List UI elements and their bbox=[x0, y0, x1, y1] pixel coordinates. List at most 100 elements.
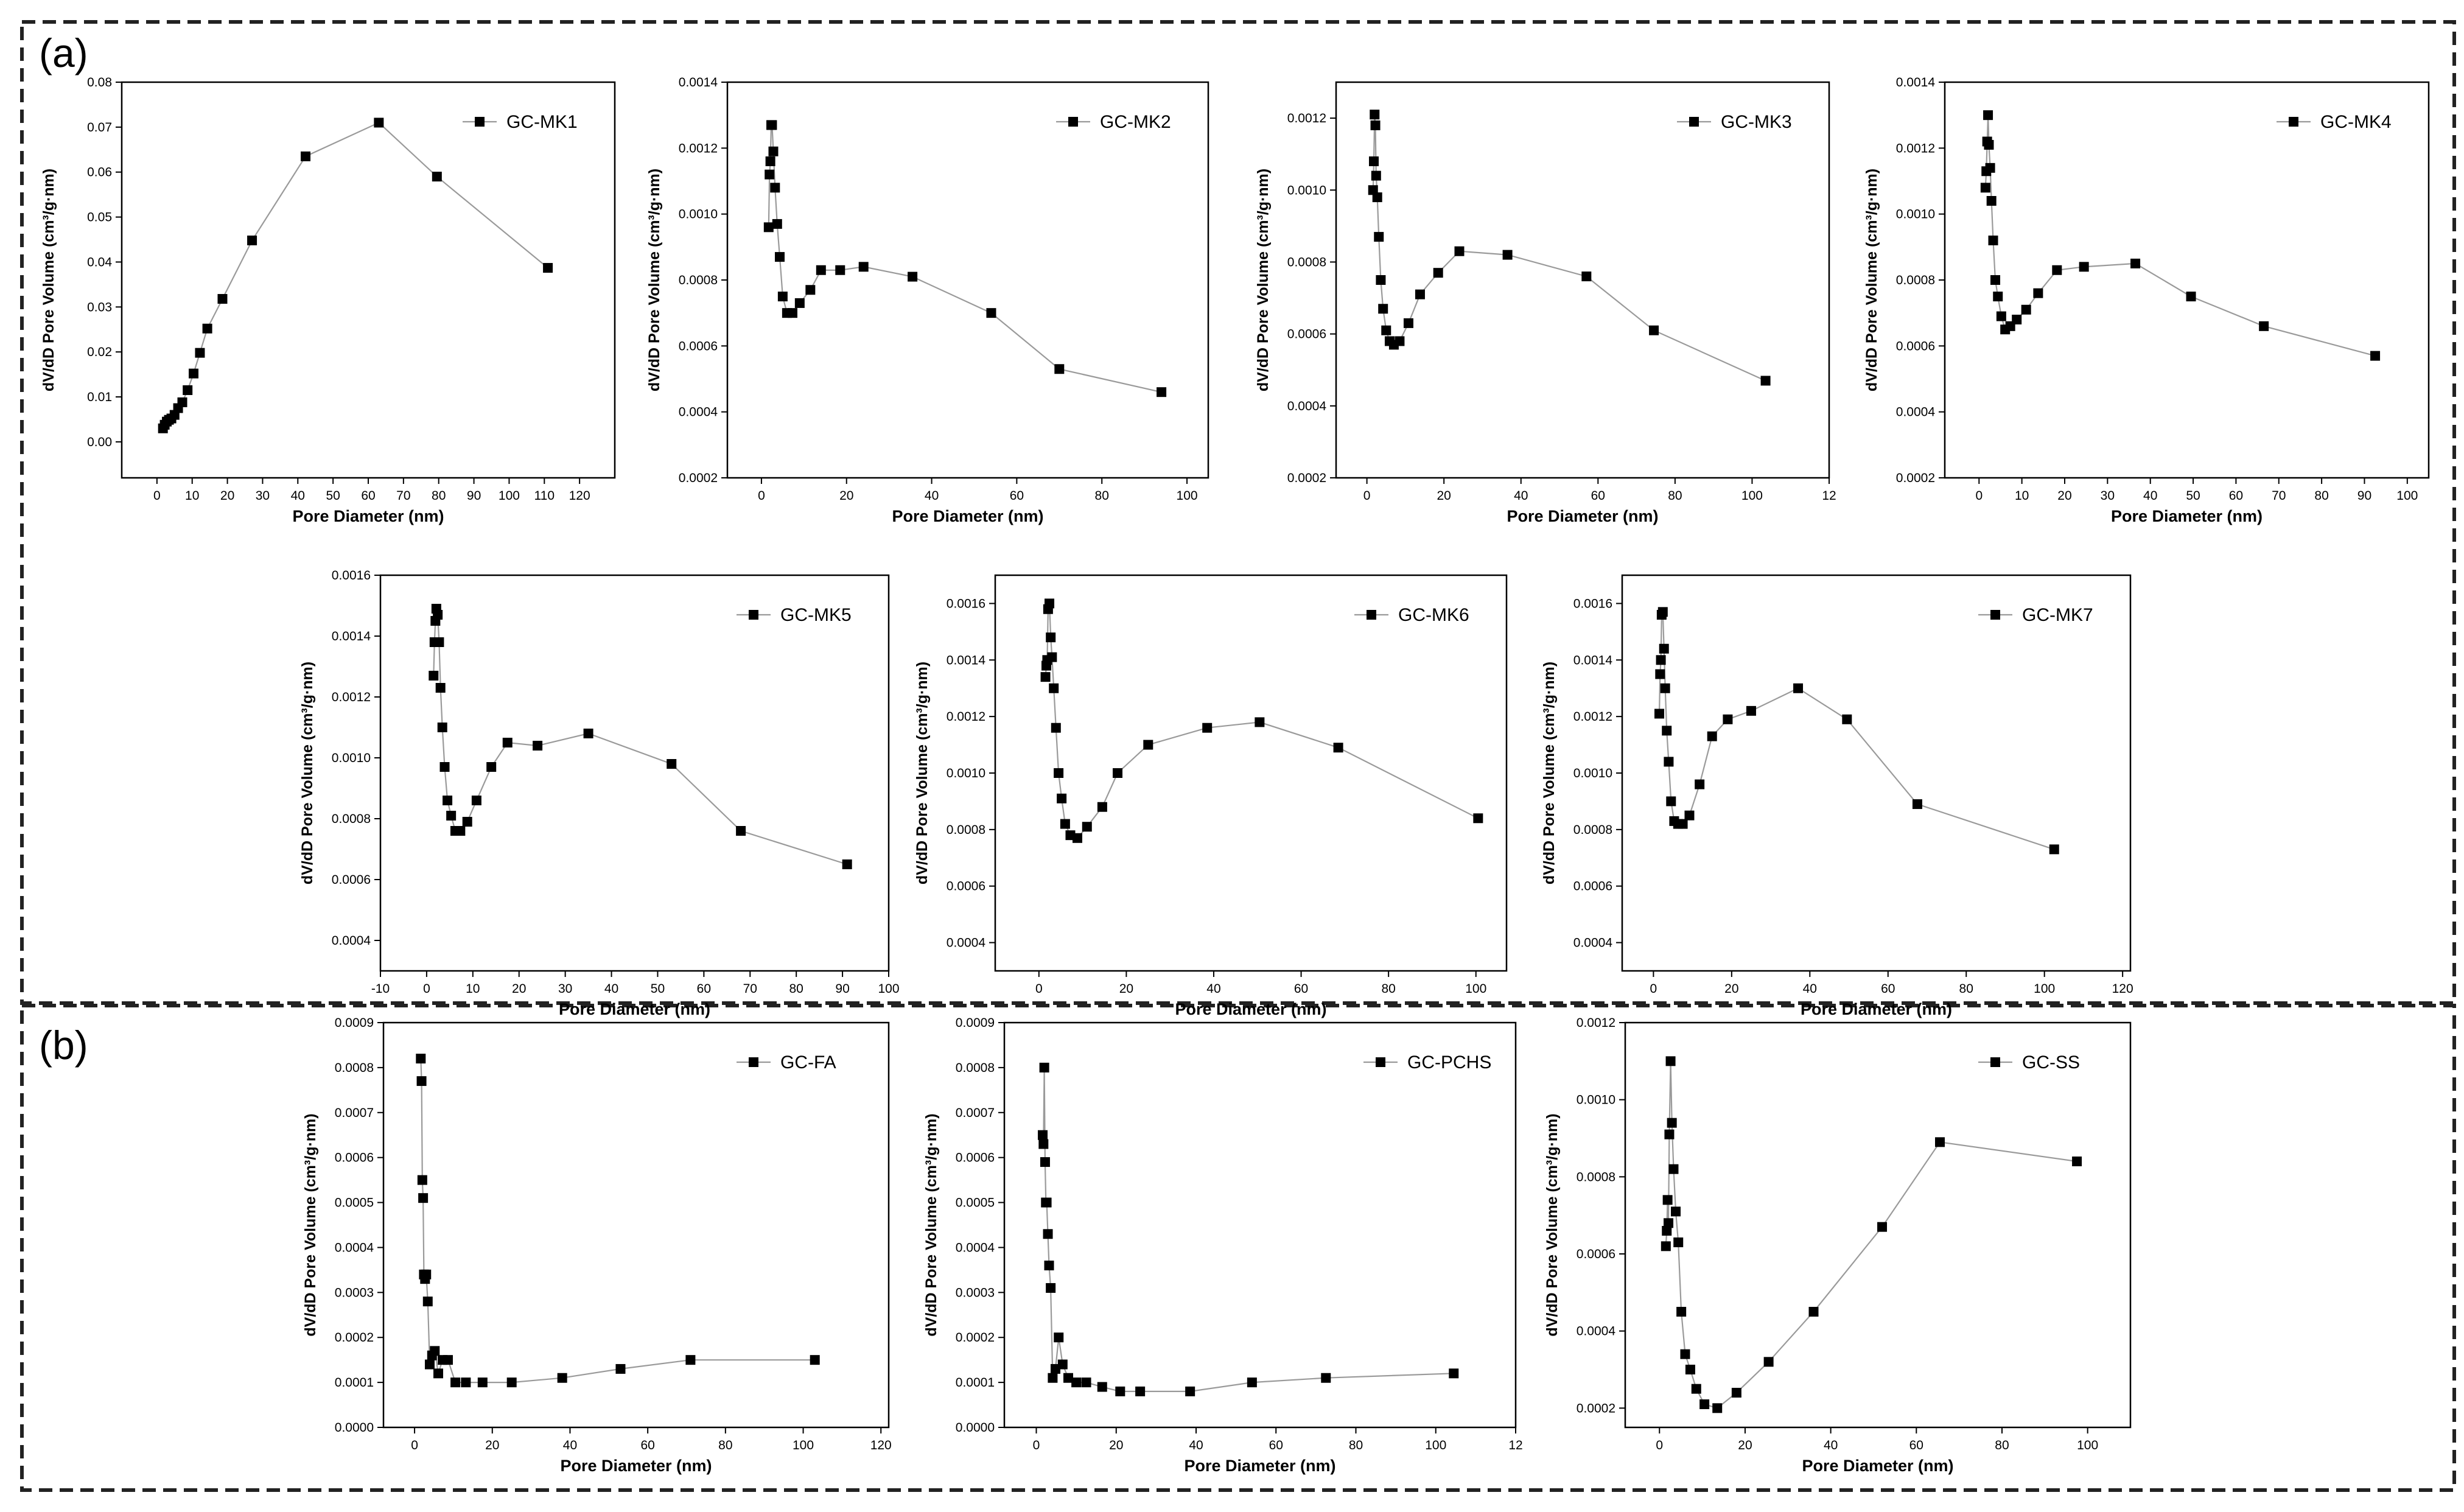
data-point-14 bbox=[1072, 833, 1082, 843]
data-point-17 bbox=[502, 738, 513, 747]
data-point-19 bbox=[1202, 723, 1213, 733]
y-tick-label: 0.0008 bbox=[332, 812, 371, 826]
data-point-11 bbox=[195, 348, 205, 358]
data-point-21 bbox=[685, 1355, 696, 1365]
y-tick-label: 0.0010 bbox=[679, 208, 718, 222]
y-tick-label: 0.05 bbox=[87, 211, 112, 225]
y-tick-label: 0.0006 bbox=[1573, 880, 1612, 894]
x-tick-label: 10 bbox=[466, 982, 480, 996]
data-point-16 bbox=[486, 762, 497, 772]
plot-frame bbox=[382, 1021, 890, 1429]
x-tick-label: 100 bbox=[2077, 1438, 2098, 1452]
chart-gc-mk6: 0 20 40 60 80 100 0.0004 0.0006 0.0008 0.0010 0.00… bbox=[914, 574, 1508, 1018]
data-point-8 bbox=[177, 397, 187, 407]
chart-gc-fa: 0 20 40 60 80 100 120 0.0000 0.0001 0.0002 0.0003 0… bbox=[302, 1016, 892, 1475]
series-line bbox=[420, 1059, 815, 1384]
chart-gc-mk7: 0 20 40 60 80 100 120 0.0004 0.0006 0.0008 0.0010 0… bbox=[1541, 574, 2133, 1018]
data-point-14 bbox=[443, 1355, 453, 1365]
data-point-16 bbox=[374, 117, 384, 128]
data-point-10 bbox=[1381, 325, 1391, 335]
data-point-9 bbox=[1664, 757, 1674, 767]
data-point-9 bbox=[1046, 1283, 1056, 1293]
y-tick-label: 0.0005 bbox=[335, 1196, 374, 1210]
y-tick-label: 0.0005 bbox=[956, 1196, 995, 1210]
legend-marker bbox=[1376, 1057, 1385, 1067]
x-tick-label: 80 bbox=[1095, 489, 1109, 503]
series-line bbox=[1658, 611, 2055, 850]
data-point-17 bbox=[1731, 1388, 1741, 1398]
y-tick-label: 0.0010 bbox=[1577, 1093, 1615, 1107]
y-tick-label: 0.0010 bbox=[1896, 208, 1935, 222]
legend-marker bbox=[2289, 117, 2298, 127]
data-point-22 bbox=[810, 1355, 820, 1365]
x-tick-label: 80 bbox=[432, 489, 446, 503]
legend-label: GC-FA bbox=[780, 1052, 836, 1073]
data-point-13 bbox=[217, 294, 228, 304]
x-tick-label: 50 bbox=[2186, 489, 2200, 503]
data-point-12 bbox=[787, 308, 797, 318]
data-point-4 bbox=[1370, 120, 1381, 130]
x-tick-label: 40 bbox=[291, 489, 305, 503]
x-tick-label: 20 bbox=[2057, 489, 2071, 503]
data-point-13 bbox=[1057, 1359, 1068, 1370]
data-point-12 bbox=[433, 1368, 444, 1379]
x-tick-label: 120 bbox=[2112, 982, 2133, 996]
data-point-22 bbox=[2049, 844, 2059, 855]
data-point-16 bbox=[1433, 268, 1443, 278]
data-point-7 bbox=[435, 683, 446, 693]
y-axis-label: dV/dD Pore Volume (cm³/g·nm) bbox=[302, 1113, 319, 1336]
x-tick-label: 80 bbox=[1349, 1438, 1363, 1452]
data-point-20 bbox=[2186, 292, 2196, 302]
x-tick-label: 20 bbox=[485, 1438, 499, 1452]
data-point-8 bbox=[1988, 236, 1998, 245]
y-tick-label: 0.04 bbox=[87, 255, 112, 269]
data-point-7 bbox=[1374, 232, 1384, 242]
x-tick-label: 40 bbox=[563, 1438, 577, 1452]
data-point-23 bbox=[1449, 1368, 1459, 1379]
y-tick-label: 0.0006 bbox=[679, 339, 718, 353]
data-point-15 bbox=[816, 265, 826, 275]
data-point-15 bbox=[2021, 304, 2031, 315]
x-tick-label: 100 bbox=[878, 982, 899, 996]
x-axis-label: Pore Diameter (nm) bbox=[559, 1000, 710, 1018]
chart-gc-mk1: 0 10 20 30 40 50 60 70 80 90 100 110 120 0.00 0.01 0.02… bbox=[40, 75, 616, 525]
x-axis-label: Pore Diameter (nm) bbox=[1801, 1000, 1952, 1018]
data-point-10 bbox=[1993, 292, 2003, 302]
y-axis-label: dV/dD Pore Volume (cm³/g·nm) bbox=[1255, 169, 1272, 391]
data-point-16 bbox=[1081, 1377, 1091, 1388]
x-tick-label: 40 bbox=[925, 489, 939, 503]
series-line bbox=[1665, 1061, 2077, 1409]
data-point-16 bbox=[2033, 288, 2043, 298]
chart-gc-ss: 0 20 40 60 80 100 0.0002 0.0004 0.0006 0.0008 0.00… bbox=[1544, 1016, 2132, 1475]
data-point-5 bbox=[1371, 170, 1381, 181]
y-tick-label: 0.0002 bbox=[1577, 1401, 1615, 1415]
x-tick-label: 0 bbox=[411, 1438, 418, 1452]
data-point-12 bbox=[1054, 1332, 1064, 1343]
data-point-12 bbox=[1060, 819, 1070, 829]
data-point-10 bbox=[777, 292, 788, 302]
x-tick-label: 90 bbox=[835, 982, 849, 996]
data-point-2 bbox=[765, 169, 775, 180]
data-point-7 bbox=[1660, 683, 1670, 693]
data-point-20 bbox=[667, 759, 677, 769]
data-point-19 bbox=[1808, 1307, 1819, 1317]
data-point-17 bbox=[1113, 768, 1123, 778]
x-tick-label: 12 bbox=[1822, 489, 1836, 503]
data-point-5 bbox=[1045, 598, 1055, 609]
x-tick-label: 100 bbox=[1741, 489, 1763, 503]
x-tick-label: 90 bbox=[2357, 489, 2371, 503]
y-tick-label: 0.0016 bbox=[1573, 597, 1612, 611]
x-tick-label: 20 bbox=[512, 982, 526, 996]
x-tick-label: 100 bbox=[499, 489, 520, 503]
data-point-1 bbox=[1654, 709, 1665, 719]
series-line bbox=[768, 124, 1162, 393]
data-point-7 bbox=[770, 183, 780, 193]
data-point-5 bbox=[767, 120, 777, 130]
panel-a-label: (a) bbox=[39, 30, 88, 75]
x-axis-label: Pore Diameter (nm) bbox=[292, 507, 444, 525]
data-point-19 bbox=[986, 308, 996, 318]
x-tick-label: 0 bbox=[1035, 982, 1043, 996]
data-point-18 bbox=[1143, 740, 1153, 750]
y-tick-label: 0.0008 bbox=[1287, 255, 1326, 269]
data-point-21 bbox=[1760, 376, 1771, 386]
